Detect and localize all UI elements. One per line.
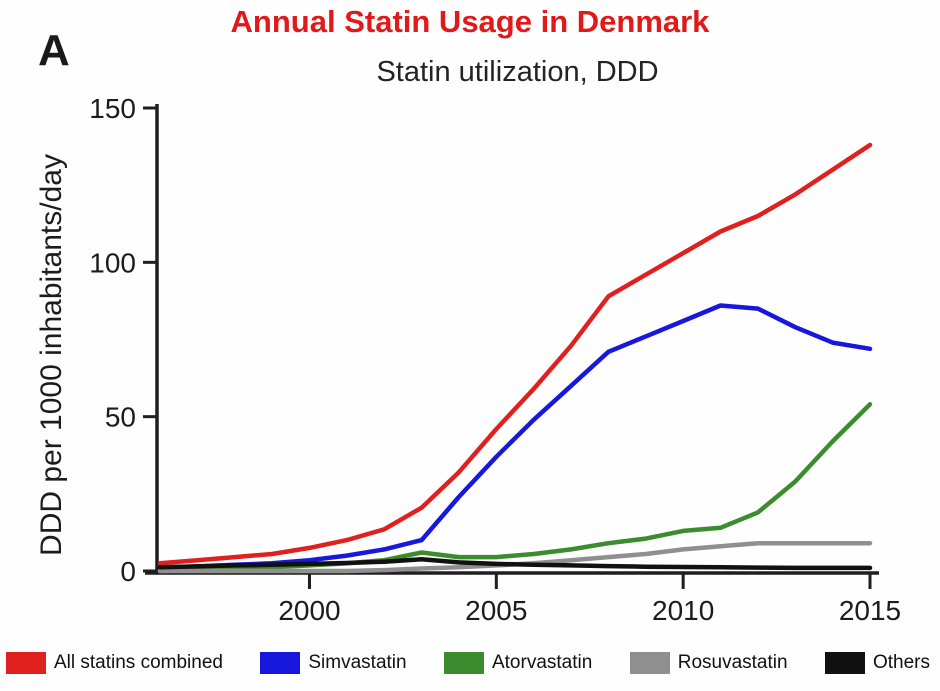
panel-label-a: A — [38, 26, 70, 75]
legend-swatch-others — [824, 652, 865, 674]
y-tick-label-0: 0 — [120, 556, 136, 587]
x-tick-label-2015: 2015 — [839, 595, 901, 626]
legend-item-atorvastatin: Atorvastatin — [443, 652, 593, 674]
legend-label-simvastatin: Simvastatin — [308, 652, 407, 673]
legend-swatch-all-statins-combined — [6, 652, 46, 674]
legend-label-rosuvastatin: Rosuvastatin — [677, 652, 788, 673]
series-line-all-statins-combined — [157, 142, 873, 566]
legend-swatch-atorvastatin — [443, 652, 484, 674]
y-tick-label-100: 100 — [89, 247, 136, 278]
legend-item-rosuvastatin: Rosuvastatin — [629, 652, 788, 674]
statin-usage-line-chart: 0 50 100 150 2000 2005 2010 2015 — [89, 93, 901, 626]
chart-legend: All statins combined Simvastatin Atorvasta… — [0, 646, 940, 680]
legend-label-atorvastatin: Atorvastatin — [491, 652, 593, 673]
legend-swatch-simvastatin — [260, 652, 301, 674]
legend-swatch-rosuvastatin — [629, 652, 670, 674]
figure-title: Annual Statin Usage in Denmark — [230, 4, 710, 39]
series-line-simvastatin — [157, 303, 873, 571]
series-line-atorvastatin — [157, 402, 873, 574]
legend-label-others: Others — [872, 652, 930, 673]
y-tick-label-150: 150 — [89, 93, 136, 124]
chart-title: Statin utilization, DDD — [376, 56, 659, 88]
y-tick-label-50: 50 — [105, 402, 136, 433]
x-tick-label-2000: 2000 — [278, 595, 340, 626]
legend-item-others: Others — [824, 652, 930, 674]
legend-label-all-statins-combined: All statins combined — [54, 652, 223, 673]
x-tick-label-2005: 2005 — [465, 595, 527, 626]
series-line-others — [157, 557, 873, 571]
legend-item-all-statins-combined: All statins combined — [6, 652, 223, 674]
x-tick-label-2010: 2010 — [652, 595, 714, 626]
legend-item-simvastatin: Simvastatin — [260, 652, 407, 674]
